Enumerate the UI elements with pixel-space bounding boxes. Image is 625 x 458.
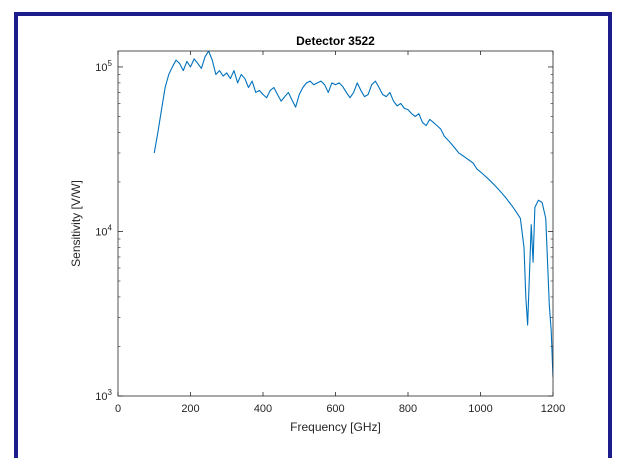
y-tick-label: 104 bbox=[95, 223, 112, 238]
plot-area bbox=[118, 51, 553, 396]
y-axis-label: Sensitivity [V/W] bbox=[69, 180, 83, 267]
x-tick-label: 400 bbox=[254, 403, 272, 415]
y-tick-label: 103 bbox=[95, 388, 112, 403]
series-layer bbox=[153, 51, 553, 378]
x-tick-label: 600 bbox=[326, 403, 344, 415]
series-line-0 bbox=[153, 51, 553, 378]
x-tick-label: 0 bbox=[115, 403, 121, 415]
y-tick-label: 105 bbox=[95, 59, 112, 74]
x-tick-label: 1200 bbox=[541, 403, 565, 415]
x-tick-label: 1000 bbox=[468, 403, 492, 415]
x-tick-label: 800 bbox=[399, 403, 417, 415]
chart-title: Detector 3522 bbox=[296, 34, 375, 48]
figure-border bbox=[14, 12, 612, 458]
x-tick-label: 200 bbox=[181, 403, 199, 415]
x-axis-label: Frequency [GHz] bbox=[290, 420, 381, 434]
ticks: 0 200 400 600 800 1000 1200 103 104 105 bbox=[95, 51, 565, 415]
